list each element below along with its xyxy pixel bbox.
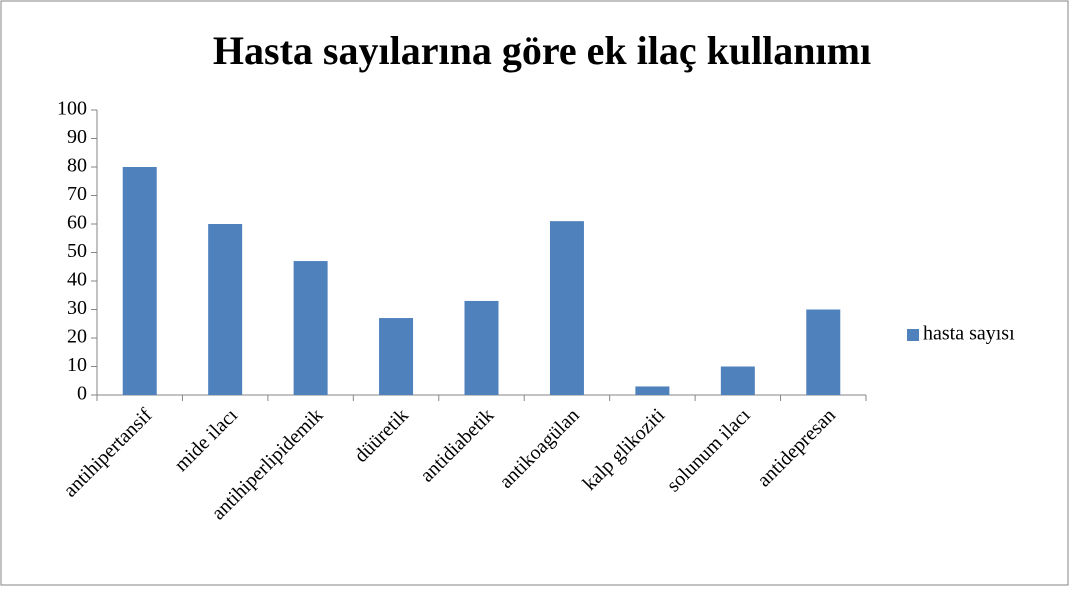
y-tick-label: 70: [67, 183, 87, 205]
legend-swatch: [907, 329, 919, 341]
y-tick-label: 50: [67, 240, 87, 262]
bar: [379, 318, 414, 395]
y-tick-label: 100: [57, 98, 87, 120]
legend-label: hasta sayısı: [923, 323, 1015, 345]
bar: [208, 224, 243, 395]
bar: [635, 386, 670, 395]
y-tick-label: 40: [67, 269, 87, 291]
y-tick-label: 80: [67, 155, 87, 177]
bar: [549, 221, 584, 395]
y-tick-label: 0: [77, 383, 87, 405]
chart-title: Hasta sayılarına göre ek ilaç kullanımı: [213, 28, 871, 73]
bar: [293, 261, 328, 395]
bar: [806, 309, 841, 395]
y-tick-label: 60: [67, 212, 87, 234]
bar: [720, 366, 755, 395]
bar: [122, 167, 157, 395]
bar: [464, 300, 499, 395]
y-tick-label: 20: [67, 326, 87, 348]
y-tick-label: 10: [67, 354, 87, 376]
y-tick-label: 90: [67, 126, 87, 148]
y-tick-label: 30: [67, 297, 87, 319]
